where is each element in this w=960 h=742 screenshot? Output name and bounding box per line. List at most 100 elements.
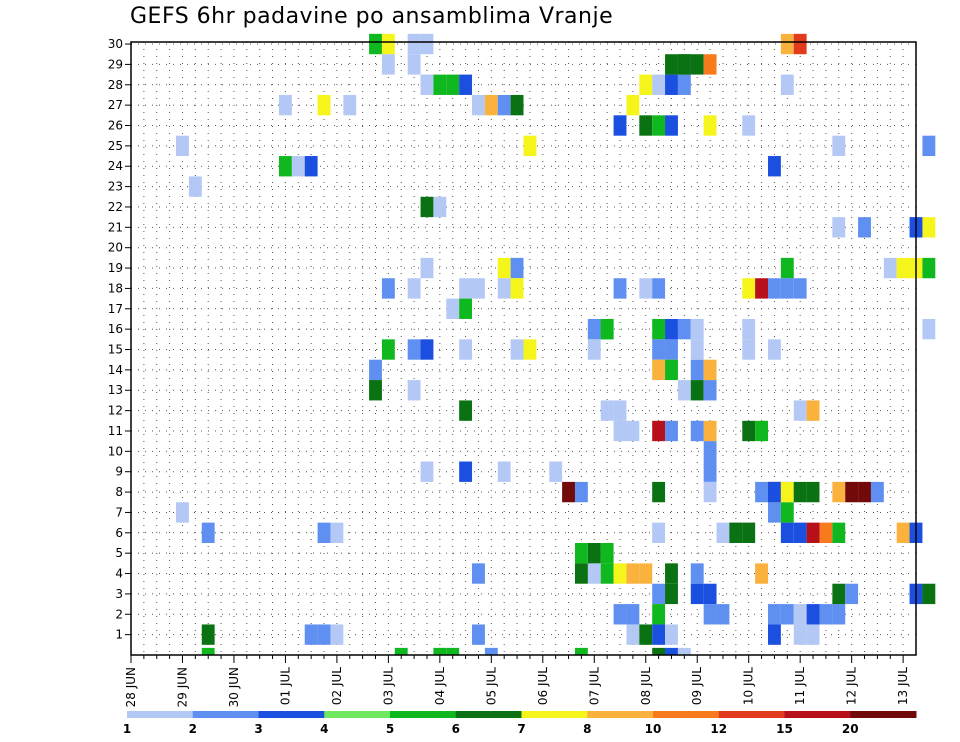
precip-cell <box>652 583 666 605</box>
y-tick-label: 16 <box>108 322 123 336</box>
precip-cell <box>510 94 524 116</box>
x-tick-label: 13 JUL <box>896 667 910 705</box>
precip-cell <box>703 441 717 462</box>
precip-cell <box>768 604 781 625</box>
precip-cell <box>652 339 666 360</box>
y-tick-label: 20 <box>108 241 123 255</box>
precip-cell <box>806 400 820 421</box>
x-tick-label: 02 JUL <box>330 667 344 705</box>
precip-cell <box>742 278 756 299</box>
precip-cell <box>459 339 473 360</box>
y-tick-label: 15 <box>108 343 123 357</box>
precip-cell <box>742 318 756 340</box>
precip-cell <box>665 624 678 645</box>
precip-cell <box>420 196 434 218</box>
colorbar-label: 20 <box>842 722 859 736</box>
precip-cell <box>703 359 717 381</box>
precip-cell <box>291 156 305 177</box>
precip-cell <box>780 604 794 625</box>
precip-cell <box>845 583 859 605</box>
precip-cell <box>343 94 357 116</box>
precip-cell <box>755 481 769 503</box>
precip-cell <box>459 278 473 299</box>
y-tick-label: 17 <box>108 302 123 316</box>
x-tick-label: 05 JUL <box>484 667 498 705</box>
precip-cell <box>472 563 485 584</box>
y-tick-label: 24 <box>108 159 123 173</box>
y-tick-label: 7 <box>115 505 123 519</box>
x-axis: 28 JUN 29 JUN 30 JUN 01 JUL 02 JUL 03 JUL 04 J… <box>124 655 910 707</box>
precip-cell <box>484 94 498 116</box>
y-tick-label: 19 <box>108 261 123 275</box>
precip-cell <box>652 318 666 340</box>
x-tick-label: 12 JUL <box>845 667 859 705</box>
precip-cell <box>690 583 704 605</box>
precip-cell <box>690 420 704 442</box>
precip-cell <box>574 481 588 503</box>
precip-cell <box>587 318 601 340</box>
precip-cell <box>652 359 666 381</box>
precip-cell <box>201 647 215 655</box>
precip-cell <box>742 339 756 360</box>
precip-cell <box>793 604 807 625</box>
precip-cell <box>922 583 936 605</box>
cell-layer <box>176 33 936 655</box>
y-tick-label: 5 <box>115 546 123 560</box>
y-tick-label: 8 <box>115 485 123 499</box>
precip-cell <box>690 339 704 360</box>
colorbar-label: 4 <box>320 722 328 736</box>
precip-cell <box>793 400 807 421</box>
precip-cell <box>433 74 447 95</box>
precip-cell <box>278 156 292 177</box>
precip-cell <box>832 522 846 543</box>
colorbar-segment <box>258 711 325 718</box>
precip-cell <box>652 481 666 503</box>
precip-cell <box>446 647 460 655</box>
x-tick-label: 30 JUN <box>227 667 241 707</box>
precip-cell <box>381 54 395 75</box>
precip-cell <box>793 624 807 645</box>
precip-cell <box>433 196 447 218</box>
x-tick-label: 09 JUL <box>690 667 704 705</box>
precip-cell <box>574 563 588 584</box>
colorbar-label: 15 <box>776 722 793 736</box>
precip-cell <box>665 74 678 95</box>
colorbar-label: 12 <box>710 722 727 736</box>
precip-cell <box>703 481 717 503</box>
precip-cell <box>677 54 691 75</box>
precip-cell <box>690 54 704 75</box>
precip-cell <box>652 115 666 136</box>
precip-cell <box>523 339 537 360</box>
y-tick-label: 14 <box>108 363 123 377</box>
colorbar-segment <box>324 711 391 718</box>
precip-cell <box>780 522 794 543</box>
precip-cell <box>369 33 382 55</box>
precip-cell <box>768 339 781 360</box>
x-tick-label: 04 JUL <box>433 667 447 705</box>
precip-cell <box>768 502 781 523</box>
y-tick-label: 13 <box>108 383 123 397</box>
precip-cell <box>433 647 447 655</box>
precip-cell <box>381 33 395 55</box>
colorbar-label: 7 <box>517 722 525 736</box>
precip-cell <box>330 522 344 543</box>
precip-cell <box>188 176 202 197</box>
precip-cell <box>420 339 434 360</box>
colorbar-segment <box>587 711 654 718</box>
precip-cell <box>574 542 588 564</box>
precip-cell <box>780 257 794 279</box>
y-tick-label: 29 <box>108 57 123 71</box>
precip-cell <box>742 420 756 442</box>
precip-cell <box>690 359 704 381</box>
precip-cell <box>613 420 627 442</box>
precip-cell <box>716 604 730 625</box>
y-tick-label: 27 <box>108 98 123 112</box>
precip-cell <box>703 54 717 75</box>
precip-cell <box>497 278 511 299</box>
precip-cell <box>793 278 807 299</box>
precip-cell <box>626 94 640 116</box>
precip-cell <box>472 278 485 299</box>
precip-cell <box>677 380 691 401</box>
precip-cell <box>703 115 717 136</box>
x-tick-label: 29 JUN <box>175 667 189 707</box>
